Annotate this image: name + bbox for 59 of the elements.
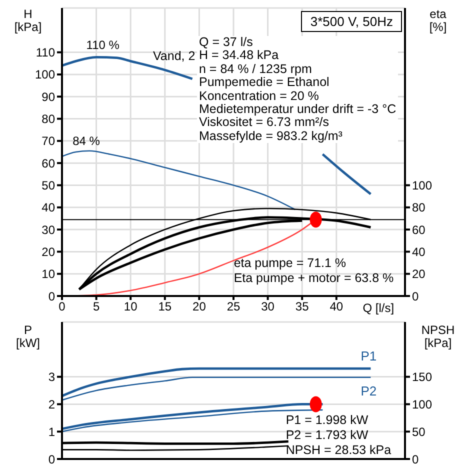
- y-tick-label: 60: [42, 156, 56, 170]
- y2-tick-label: 20: [412, 267, 426, 282]
- annotation: Eta pumpe + motor = 63.8 %: [234, 270, 394, 286]
- y-tick-label: 80: [42, 112, 56, 126]
- y-tick-label: 110: [36, 46, 56, 60]
- x-axis-title: Q [l/s]: [362, 301, 394, 315]
- y2-tick-label: 80: [412, 200, 426, 215]
- x-tick-label: 30: [261, 300, 275, 314]
- y-tick-label: 40: [42, 200, 56, 215]
- annotation: Koncentration = 20 %: [199, 88, 320, 104]
- y-tick-label: 30: [42, 222, 56, 237]
- y-tick-label: 50: [42, 178, 56, 192]
- y2-tick-label: 150: [412, 370, 432, 384]
- annotation: H = 34.48 kPa: [199, 48, 280, 63]
- annotation: P1 = 1.998 kW: [286, 413, 370, 428]
- y2-tick-label: 50: [412, 424, 426, 439]
- x-tick-label: 40: [330, 300, 344, 314]
- annotation: Medietemperatur under drift = -3 °C: [199, 102, 396, 116]
- y-tick-label: 90: [42, 90, 56, 104]
- annotation: eta pumpe = 71.1 %: [234, 256, 348, 271]
- annotation: 110 %: [86, 38, 120, 52]
- y-tick-label: 20: [42, 244, 56, 259]
- x-tick-label: 25: [226, 300, 240, 314]
- y-axis-title: H [kPa]: [13, 7, 43, 34]
- y-tick-label: 70: [42, 134, 56, 148]
- y2-axis-title: eta [%]: [428, 7, 448, 34]
- y2-tick-label: 100: [412, 178, 432, 192]
- y2-tick-label: 0: [412, 452, 419, 466]
- annotation: Viskositet = 6.73 mm²/s: [199, 115, 330, 130]
- x-tick-label: 15: [158, 300, 172, 314]
- y2-tick-label: 60: [412, 222, 426, 237]
- x-tick-label: 10: [124, 300, 138, 314]
- y2-tick-label: 0: [412, 289, 419, 304]
- y-tick-label: 2: [48, 397, 56, 412]
- annotation: Pumpemedie = Ethanol: [199, 75, 330, 90]
- annotation: NPSH = 28.53 kPa: [286, 443, 392, 458]
- x-tick-label: 20: [192, 300, 206, 314]
- series-label: P2: [360, 383, 377, 398]
- y-tick-label: 0: [48, 452, 56, 466]
- y2-tick-label: 40: [412, 244, 426, 259]
- annotation: Q = 37 l/s: [199, 35, 254, 50]
- x-tick-label: 0: [58, 300, 66, 314]
- x-tick-label: 5: [92, 300, 100, 314]
- x-tick-label: 35: [295, 300, 310, 314]
- y2-tick-label: 100: [412, 397, 432, 412]
- y-tick-label: 10: [42, 267, 56, 282]
- y-tick-label: 3: [48, 370, 56, 384]
- y-tick-label: 1: [48, 424, 56, 439]
- series-label: P1: [360, 348, 377, 364]
- annotation: 84 %: [72, 134, 100, 148]
- y-tick-label: 0: [48, 289, 56, 304]
- annotation: n = 84 % / 1235 rpm: [199, 62, 313, 76]
- annotation: Vand, 2: [153, 49, 196, 63]
- y-tick-label: 100: [34, 68, 56, 82]
- annotation: P2 = 1.793 kW: [286, 428, 370, 444]
- annotation: Massefylde = 983.2 kg/m³: [199, 128, 344, 144]
- y2-axis-title: NPSH [kPa]: [420, 323, 456, 350]
- y-axis-title: P [kW]: [15, 323, 41, 350]
- text: 3*500 V, 50Hz: [301, 11, 402, 32]
